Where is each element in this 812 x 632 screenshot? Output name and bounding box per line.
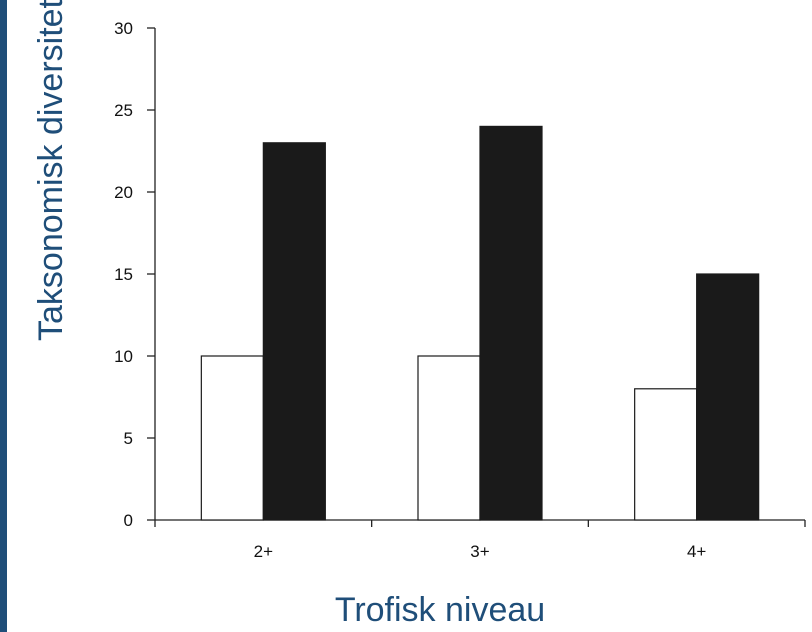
bars: [200, 125, 760, 521]
x-tick-label: 2+: [254, 542, 273, 561]
tick-labels: 0 5 10 15 20 25 30 2+ 3+ 4+: [114, 19, 706, 561]
y-tick-label: 25: [114, 101, 133, 120]
y-tick-label: 15: [114, 265, 133, 284]
y-tick-label: 30: [114, 19, 133, 38]
y-tick-label: 0: [124, 511, 133, 530]
x-tick-label: 4+: [687, 542, 706, 561]
bar-black-3plus: [479, 125, 543, 521]
y-tick-label: 20: [114, 183, 133, 202]
y-tick-label: 10: [114, 347, 133, 366]
bar-white-3plus: [417, 355, 481, 521]
bar-white-2plus: [200, 355, 264, 521]
bar-black-2plus: [262, 142, 326, 521]
x-tick-label: 3+: [470, 542, 489, 561]
y-axis-title: Taksonomisk diversitet: [32, 0, 70, 341]
bar-black-4plus: [696, 273, 760, 521]
y-tick-label: 5: [124, 429, 133, 448]
bar-white-4plus: [634, 388, 698, 521]
left-accent-bar: [0, 0, 7, 632]
x-axis-title: Trofisk niveau: [335, 591, 545, 629]
